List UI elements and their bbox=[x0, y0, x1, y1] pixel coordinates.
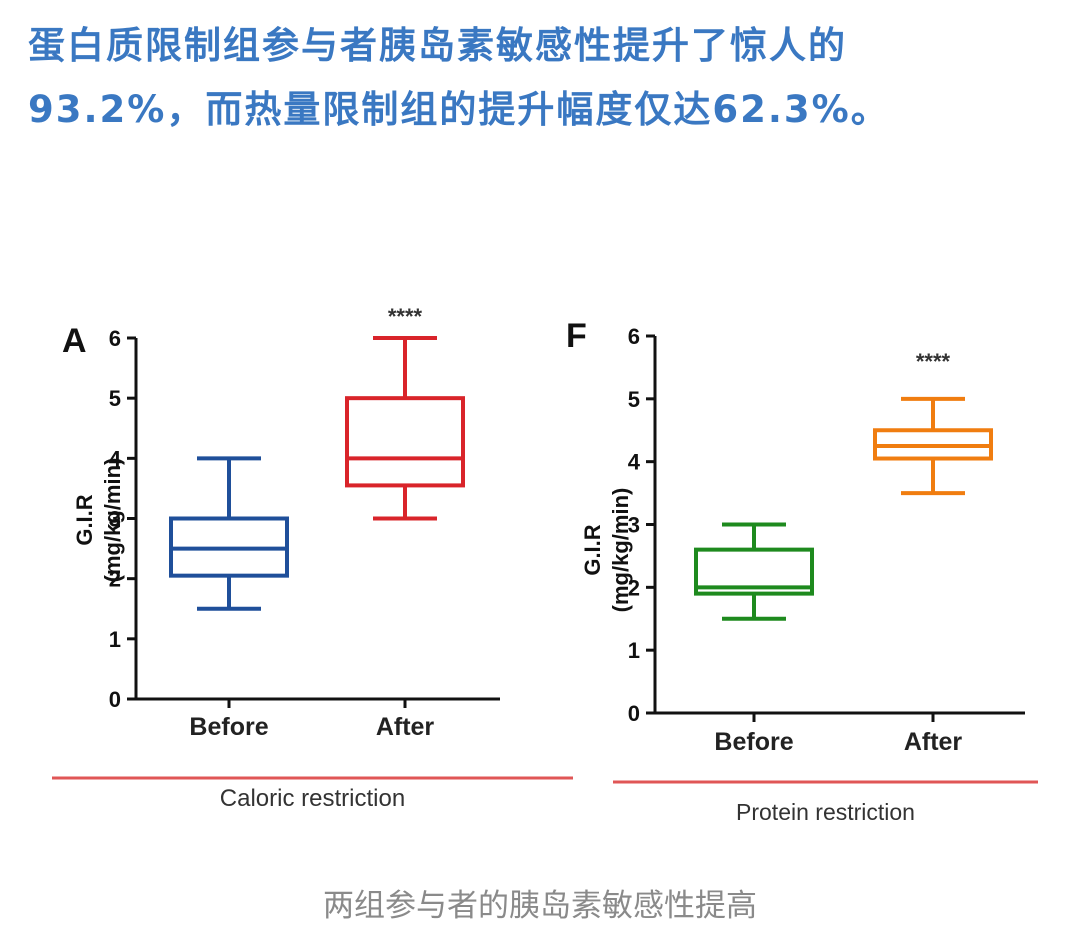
caloric-before-category-label: Before bbox=[189, 713, 268, 741]
protein-y-tick-label: 0 bbox=[628, 701, 640, 726]
headline: 蛋白质限制组参与者胰岛素敏感性提升了惊人的 93.2%，而热量限制组的提升幅度仅… bbox=[28, 14, 1058, 142]
caloric-y-axis-title: G.I.R (mg/kg/min) bbox=[72, 458, 125, 583]
protein-y-tick-label: 5 bbox=[628, 387, 640, 412]
caloric-after-box bbox=[345, 396, 465, 488]
protein-before-category-label: Before bbox=[714, 728, 793, 756]
protein-panel-label: F bbox=[566, 317, 587, 355]
protein-y-axis-title-line-2: (mg/kg/min) bbox=[608, 488, 633, 613]
caloric-significance-label: **** bbox=[388, 304, 423, 329]
headline-line-2: 93.2%，而热量限制组的提升幅度仅达62.3%。 bbox=[28, 88, 890, 131]
caloric-y-tick-label: 1 bbox=[109, 627, 121, 652]
protein-y-tick-label: 2 bbox=[628, 575, 640, 600]
protein-y-tick-label: 1 bbox=[628, 638, 640, 663]
protein-after-category-label: After bbox=[904, 728, 963, 756]
caloric-panel-label: A bbox=[62, 322, 87, 360]
protein-y-tick-label: 4 bbox=[628, 450, 641, 475]
caloric-y-tick-label: 5 bbox=[109, 386, 121, 411]
caloric-y-tick-label: 6 bbox=[109, 326, 121, 351]
caloric-y-tick-label: 2 bbox=[109, 567, 121, 592]
caloric-after-category-label: After bbox=[376, 713, 435, 741]
protein-significance-label: **** bbox=[916, 349, 951, 374]
caloric-group-label: Caloric restriction bbox=[220, 785, 405, 812]
protein-y-axis-title: G.I.R (mg/kg/min) bbox=[580, 488, 633, 613]
protein-group-label: Protein restriction bbox=[736, 799, 915, 825]
headline-line-1: 蛋白质限制组参与者胰岛素敏感性提升了惊人的 bbox=[28, 24, 847, 67]
caloric-y-axis-title-line-1: G.I.R bbox=[72, 494, 97, 545]
protein-y-tick-label: 3 bbox=[628, 513, 640, 538]
protein-y-axis-title-line-1: G.I.R bbox=[580, 524, 605, 575]
caloric-y-tick-label: 0 bbox=[109, 687, 121, 712]
caloric-y-axis-title-line-2: (mg/kg/min) bbox=[100, 458, 125, 583]
caloric-y-tick-label: 4 bbox=[109, 446, 122, 471]
protein-y-tick-label: 6 bbox=[628, 324, 640, 349]
caloric-y-tick-label: 3 bbox=[109, 507, 121, 532]
protein-before-box bbox=[694, 547, 814, 596]
figure-caption: 两组参与者的胰岛素敏感性提高 bbox=[323, 888, 757, 924]
